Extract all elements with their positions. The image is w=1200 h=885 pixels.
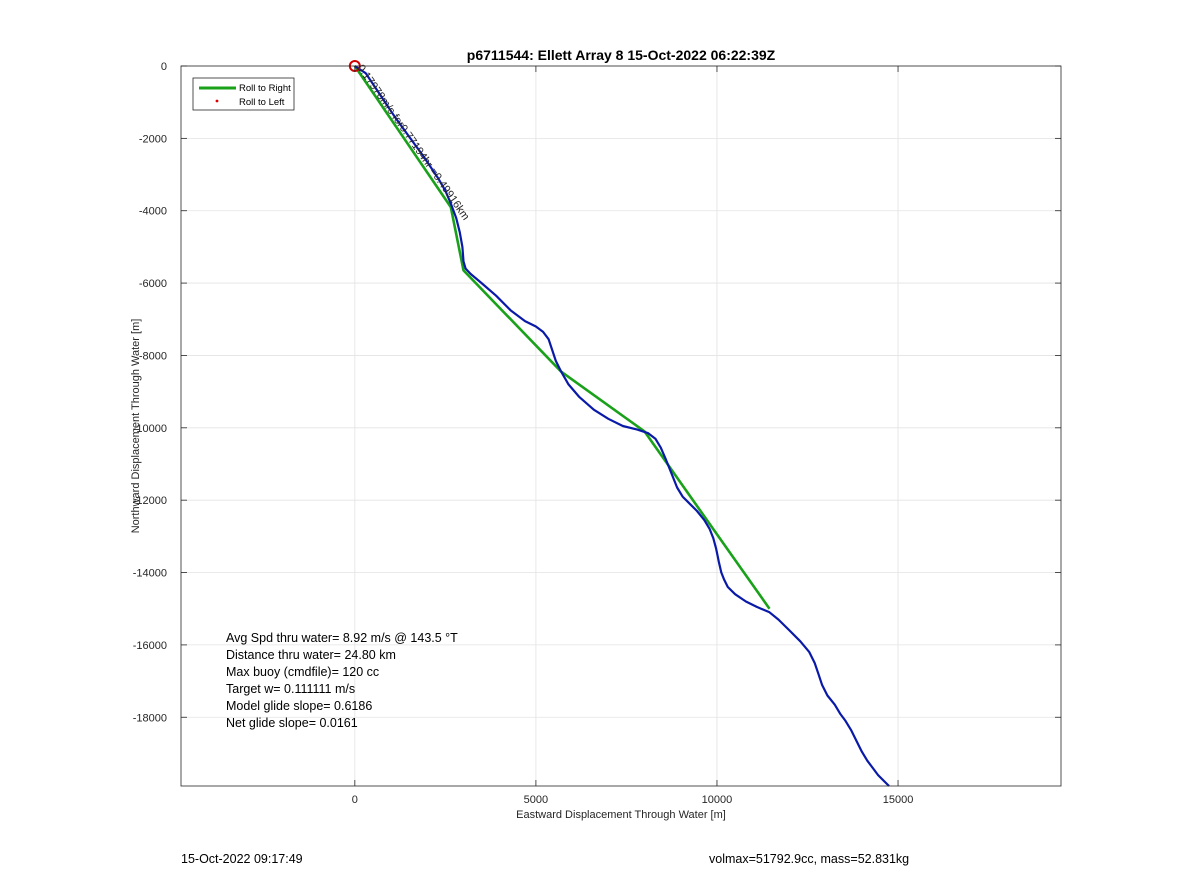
legend-box bbox=[192, 77, 295, 111]
x-tick-label: 0 bbox=[352, 794, 358, 806]
x-tick-label: 15000 bbox=[883, 794, 914, 806]
legend-label-roll-right: Roll to Right bbox=[239, 83, 291, 94]
y-tick-label: -10000 bbox=[133, 423, 167, 435]
plot-frame bbox=[180, 65, 1062, 787]
stats-line: Max buoy (cmdfile)= 120 cc bbox=[226, 665, 379, 679]
y-tick-label: -16000 bbox=[133, 640, 167, 652]
legend-swatch-roll-left bbox=[215, 99, 219, 103]
footer-timestamp: 15-Oct-2022 09:17:49 bbox=[181, 852, 303, 866]
legend: Roll to Right Roll to Left bbox=[192, 77, 295, 111]
y-tick-label: -14000 bbox=[133, 568, 167, 580]
stats-line: Net glide slope= 0.0161 bbox=[226, 716, 358, 730]
footer-info: volmax=51792.9cc, mass=52.831kg bbox=[709, 852, 910, 866]
y-tick-label: -12000 bbox=[133, 495, 167, 507]
axis-ticks: 0 5000 10000 15000 0 -2000 -4000 -6000 -8000 -100… bbox=[133, 61, 1061, 806]
stats-box: Avg Spd thru water= 8.92 m/s @ 143.5 °T D… bbox=[226, 631, 458, 730]
y-tick-label: -18000 bbox=[133, 712, 167, 724]
chart-title: p6711544: Ellett Array 8 15-Oct-2022 06:… bbox=[467, 47, 776, 63]
y-tick-label: 0 bbox=[161, 61, 167, 73]
stats-line: Avg Spd thru water= 8.92 m/s @ 143.5 °T bbox=[226, 631, 458, 645]
x-tick-label: 10000 bbox=[702, 794, 733, 806]
legend-label-roll-left: Roll to Left bbox=[239, 97, 285, 108]
stats-line: Model glide slope= 0.6186 bbox=[226, 699, 372, 713]
y-tick-label: -6000 bbox=[139, 278, 167, 290]
y-tick-label: -4000 bbox=[139, 206, 167, 218]
series-track bbox=[354, 65, 890, 787]
x-axis-label: Eastward Displacement Through Water [m] bbox=[516, 809, 726, 821]
segment-annotation: 0.17978m/s for0.77194hr =0.49916km bbox=[355, 63, 472, 223]
stats-line: Target w= 0.111111 m/s bbox=[226, 682, 355, 696]
y-tick-label: -8000 bbox=[139, 350, 167, 362]
y-tick-label: -2000 bbox=[139, 133, 167, 145]
y-axis-label: Northward Displacement Through Water [m] bbox=[130, 319, 142, 534]
stats-line: Distance thru water= 24.80 km bbox=[226, 648, 396, 662]
x-tick-label: 5000 bbox=[524, 794, 548, 806]
